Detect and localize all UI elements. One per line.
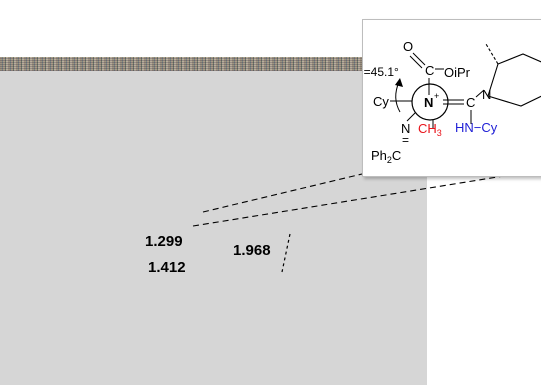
- methyl-group: CH3: [418, 121, 442, 138]
- ph2c-main: Ph: [371, 148, 387, 163]
- ester-double-bond-b: [409, 55, 423, 69]
- c-to-pyrrolidine-bond: [475, 89, 485, 98]
- distance-label-1299: 1.299: [145, 233, 183, 250]
- connector-line-upper: [202, 173, 363, 213]
- render-artifact-strip: [0, 57, 427, 71]
- hn-bond: −: [474, 120, 482, 135]
- hn-label: HN: [455, 120, 474, 135]
- ester-o: O: [403, 39, 413, 54]
- methyl-subscript: 3: [437, 128, 442, 138]
- pyrrolidine-ring: [487, 53, 541, 107]
- connector-line-lower: [192, 169, 541, 227]
- center-n-charge: +: [434, 91, 439, 101]
- imine-double-bond: =: [402, 133, 409, 147]
- pyrrolidine-n: N: [482, 87, 491, 102]
- structure-inset: N O OiPr C θ=45.1° N + C Cy: [357, 19, 541, 177]
- imine-n: N: [401, 121, 410, 136]
- rotation-arrow: [395, 81, 401, 113]
- ph2c-subscript: 2: [387, 155, 392, 165]
- ester-oipr: OiPr: [444, 65, 471, 80]
- angle-label: θ=45.1°: [363, 65, 399, 79]
- distance-label-1412: 1.412: [148, 259, 186, 276]
- stereo-dashed-bond: [485, 43, 499, 65]
- ph2c-c: C: [392, 148, 401, 163]
- methyl-main: CH: [418, 121, 437, 136]
- ester-double-bond-a: [412, 52, 426, 66]
- n-to-imine-bond: [406, 112, 416, 122]
- hn-cy-group: HN−Cy: [455, 120, 498, 135]
- ph2c-group: Ph2C: [371, 148, 401, 165]
- enamine-c: C: [466, 95, 475, 110]
- bond-dashed-1968: [281, 233, 291, 273]
- hn-cy: Cy: [481, 120, 497, 135]
- structure-diagram: N O OiPr C θ=45.1° N + C Cy: [357, 39, 541, 165]
- cy-left: Cy: [373, 94, 389, 109]
- distance-label-1968: 1.968: [233, 242, 271, 259]
- ester-c: C: [425, 63, 434, 78]
- center-n: N: [424, 95, 433, 110]
- newman-circle: [411, 83, 449, 121]
- rotation-arrowhead: [395, 78, 403, 87]
